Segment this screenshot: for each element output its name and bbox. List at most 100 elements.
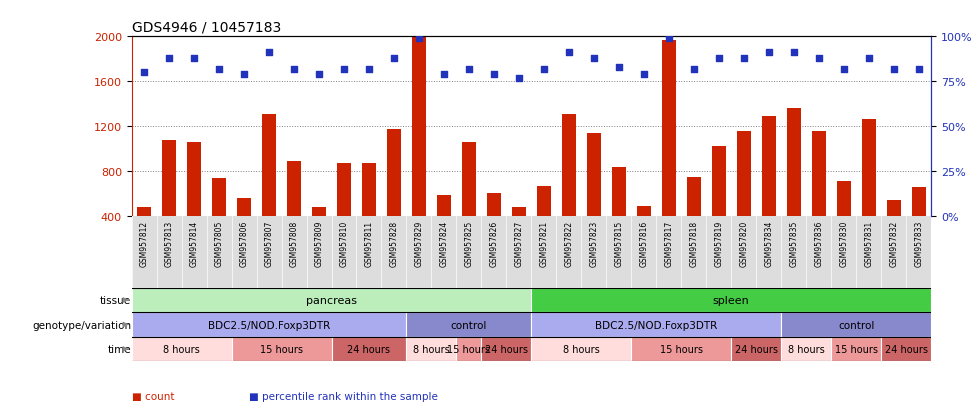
Text: control: control <box>838 320 875 330</box>
Text: 15 hours: 15 hours <box>660 344 703 354</box>
Text: 15 hours: 15 hours <box>260 344 303 354</box>
Text: time: time <box>107 344 131 354</box>
Text: 8 hours: 8 hours <box>413 344 449 354</box>
Text: 24 hours: 24 hours <box>347 344 390 354</box>
Text: GSM957814: GSM957814 <box>189 220 199 266</box>
Bar <box>132 337 232 361</box>
Text: 8 hours: 8 hours <box>788 344 825 354</box>
Text: GSM957831: GSM957831 <box>864 220 874 266</box>
Text: tissue: tissue <box>100 295 131 305</box>
Bar <box>612 167 626 261</box>
Point <box>711 55 726 62</box>
Point <box>186 55 202 62</box>
Text: GSM957819: GSM957819 <box>715 220 723 266</box>
Text: GSM957817: GSM957817 <box>664 220 674 266</box>
Bar <box>137 207 151 261</box>
Text: 15 hours: 15 hours <box>448 344 490 354</box>
Bar <box>562 114 575 261</box>
Text: GSM957809: GSM957809 <box>315 220 324 266</box>
Text: GSM957808: GSM957808 <box>290 220 298 266</box>
Text: control: control <box>450 320 488 330</box>
Bar <box>812 131 826 261</box>
Text: GSM957828: GSM957828 <box>389 220 399 266</box>
Bar <box>387 130 401 261</box>
Text: 15 hours: 15 hours <box>835 344 878 354</box>
Bar <box>412 37 426 261</box>
Bar <box>862 120 876 261</box>
Text: genotype/variation: genotype/variation <box>32 320 131 330</box>
Text: BDC2.5/NOD.Foxp3DTR: BDC2.5/NOD.Foxp3DTR <box>595 320 718 330</box>
Text: GDS4946 / 10457183: GDS4946 / 10457183 <box>132 21 281 35</box>
Bar <box>912 187 925 261</box>
Text: 24 hours: 24 hours <box>485 344 527 354</box>
Point <box>487 71 502 78</box>
Text: GSM957806: GSM957806 <box>240 220 249 266</box>
Bar <box>637 206 650 261</box>
Bar <box>462 142 476 261</box>
Text: GSM957810: GSM957810 <box>339 220 348 266</box>
Text: GSM957813: GSM957813 <box>165 220 174 266</box>
Text: GSM957807: GSM957807 <box>264 220 274 266</box>
Point <box>886 66 902 73</box>
Text: GSM957818: GSM957818 <box>689 220 698 266</box>
Text: GSM957812: GSM957812 <box>139 220 148 266</box>
Point <box>636 71 651 78</box>
Point <box>511 75 526 82</box>
Text: 8 hours: 8 hours <box>563 344 600 354</box>
Point <box>661 36 677 42</box>
Bar <box>437 195 450 261</box>
Text: 8 hours: 8 hours <box>163 344 200 354</box>
Text: BDC2.5/NOD.Foxp3DTR: BDC2.5/NOD.Foxp3DTR <box>208 320 331 330</box>
Bar <box>482 337 531 361</box>
Text: ■ count: ■ count <box>132 391 175 401</box>
Point <box>736 55 752 62</box>
Bar <box>132 313 407 337</box>
Text: GSM957811: GSM957811 <box>365 220 373 266</box>
Bar <box>456 337 482 361</box>
Bar <box>712 147 725 261</box>
Point <box>411 36 427 42</box>
Text: GSM957825: GSM957825 <box>464 220 474 266</box>
Text: GSM957836: GSM957836 <box>814 220 823 266</box>
Bar <box>831 337 881 361</box>
Bar <box>781 313 931 337</box>
Point <box>786 50 801 57</box>
Bar <box>731 337 781 361</box>
Bar <box>288 161 301 261</box>
Bar <box>662 40 676 261</box>
Bar <box>262 114 276 261</box>
Bar <box>132 288 531 313</box>
Bar <box>887 201 901 261</box>
Bar <box>632 337 731 361</box>
Point <box>261 50 277 57</box>
Text: pancreas: pancreas <box>306 295 357 305</box>
Text: GSM957823: GSM957823 <box>589 220 599 266</box>
Point <box>461 66 477 73</box>
Bar <box>531 288 931 313</box>
Text: GSM957830: GSM957830 <box>839 220 848 266</box>
Bar <box>512 207 526 261</box>
Point <box>586 55 602 62</box>
Text: GSM957834: GSM957834 <box>764 220 773 266</box>
Text: 24 hours: 24 hours <box>884 344 927 354</box>
Text: GSM957829: GSM957829 <box>414 220 423 266</box>
Bar <box>687 177 701 261</box>
Point <box>161 55 176 62</box>
Bar <box>162 140 175 261</box>
Bar <box>407 337 456 361</box>
Point <box>861 55 877 62</box>
Text: GSM957820: GSM957820 <box>739 220 748 266</box>
Bar <box>531 337 632 361</box>
Bar <box>587 133 601 261</box>
Point <box>611 64 627 71</box>
Bar <box>787 109 800 261</box>
Text: GSM957832: GSM957832 <box>889 220 898 266</box>
Point <box>536 66 552 73</box>
Point <box>386 55 402 62</box>
Text: GSM957826: GSM957826 <box>489 220 498 266</box>
Bar <box>213 178 226 261</box>
Bar <box>407 313 531 337</box>
Point <box>561 50 576 57</box>
Point <box>136 70 152 76</box>
Point <box>212 66 227 73</box>
